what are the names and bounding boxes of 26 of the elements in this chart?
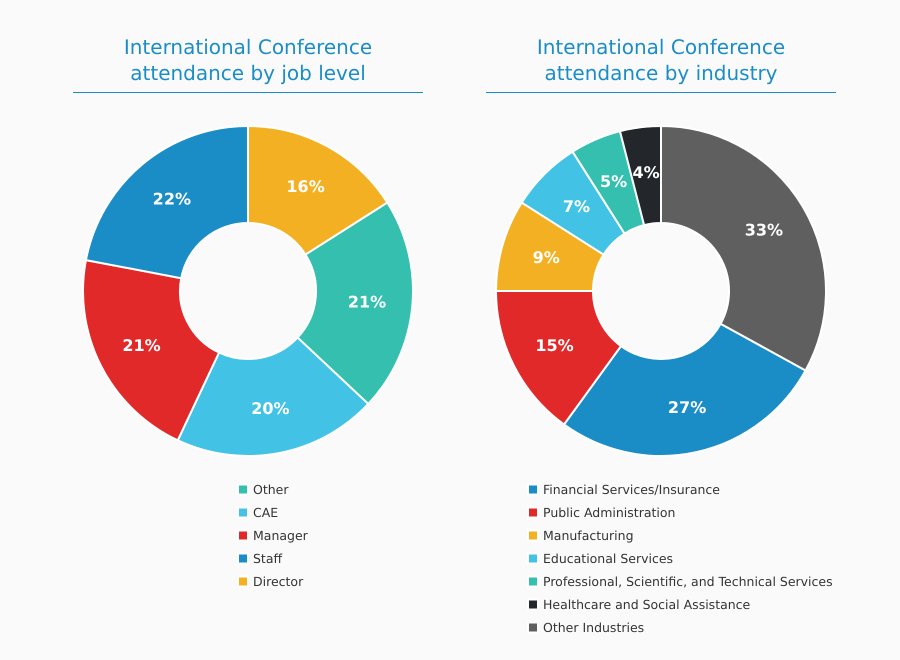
legend-label: Other — [253, 482, 290, 497]
data-label: 5% — [600, 172, 628, 191]
data-label: 21% — [348, 292, 386, 312]
legend-label: Staff — [253, 551, 282, 566]
data-label: 33% — [744, 220, 784, 240]
data-label: 21% — [122, 336, 161, 355]
legend-label: Educational Services — [543, 551, 674, 566]
chart-title: International Conference attendance by job level — [122, 34, 374, 86]
legend-label: Professional, Scientific, and Technical Services — [543, 574, 833, 589]
legend-label: Healthcare and Social Assistance — [543, 597, 751, 612]
data-label: 16% — [286, 176, 325, 196]
legend-label: Public Administration — [543, 505, 676, 520]
data-label: 20% — [251, 398, 290, 418]
chart-title: International Conference attendance by industry — [536, 34, 786, 86]
data-label: 4% — [632, 162, 660, 182]
data-label: 22% — [152, 189, 191, 208]
legend-label: Other Industries — [543, 620, 644, 635]
legend-label: Manager — [253, 528, 309, 543]
data-label: 27% — [668, 398, 706, 418]
legend-label: Director — [253, 574, 304, 589]
legend-label: Financial Services/Insurance — [543, 482, 720, 497]
data-label: 15% — [535, 336, 574, 355]
legend-label: Manufacturing — [543, 528, 634, 543]
data-label: 7% — [562, 197, 590, 216]
data-label: 9% — [532, 248, 560, 268]
legend-label: CAE — [253, 505, 278, 520]
